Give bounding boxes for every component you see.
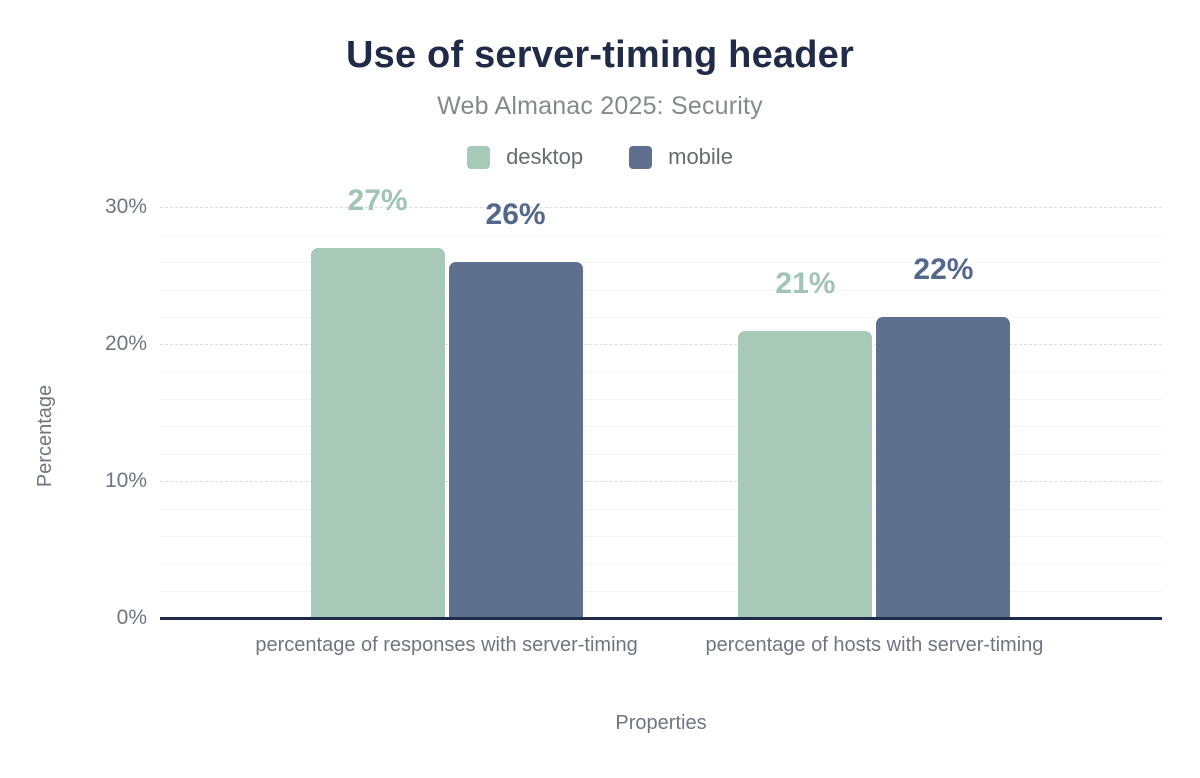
value-label-mobile-2: 22% — [913, 252, 974, 286]
legend-item-desktop[interactable]: desktop — [467, 144, 583, 170]
bar-desktop-1[interactable] — [310, 248, 445, 618]
minor-gridline-2 — [160, 590, 1162, 592]
plot-area: 0% 10% 20% 30% 27% 26% percentage of responses… — [105, 180, 1162, 656]
y-axis-title: Percentage — [34, 384, 56, 488]
legend-swatch-desktop — [467, 145, 491, 169]
legend: desktop mobile — [0, 142, 1200, 172]
chart-title: Use of server-timing header — [345, 34, 854, 76]
legend-swatch-mobile — [629, 145, 653, 169]
legend-label-mobile: mobile — [668, 144, 733, 169]
minor-gridline-26 — [160, 262, 1162, 264]
legend-item-mobile[interactable]: mobile — [629, 144, 733, 170]
value-label-desktop-2: 21% — [775, 266, 836, 300]
minor-gridline-4 — [160, 563, 1162, 565]
major-gridline-30 — [160, 207, 1162, 209]
minor-gridline-24 — [160, 289, 1162, 291]
bar-mobile-1[interactable] — [448, 262, 583, 618]
y-tick-10: 10% — [104, 469, 147, 493]
chart-subtitle: Web Almanac 2025: Security — [437, 92, 763, 120]
minor-gridline-22 — [160, 316, 1162, 318]
y-tick-30: 30% — [104, 195, 147, 219]
x-category-label-1: percentage of responses with server-timi… — [255, 634, 638, 656]
y-tick-0: 0% — [116, 606, 147, 629]
bar-mobile-2[interactable] — [876, 316, 1011, 618]
value-label-desktop-1: 27% — [347, 184, 408, 218]
legend-label-desktop: desktop — [506, 144, 584, 169]
x-category-label-2: percentage of hosts with server-timing — [705, 634, 1044, 656]
minor-gridline-14 — [160, 426, 1162, 428]
minor-gridline-8 — [160, 508, 1162, 510]
minor-gridline-28 — [160, 234, 1162, 236]
minor-gridline-6 — [160, 535, 1162, 537]
x-axis-title: Properties — [615, 712, 707, 734]
major-gridline-10 — [160, 481, 1162, 483]
x-axis-line — [160, 617, 1162, 620]
minor-gridline-18 — [160, 371, 1162, 373]
minor-gridline-12 — [160, 453, 1162, 455]
value-label-mobile-1: 26% — [485, 198, 546, 232]
bar-desktop-2[interactable] — [738, 330, 873, 618]
y-tick-20: 20% — [104, 332, 147, 356]
major-gridline-20 — [160, 344, 1162, 346]
minor-gridline-16 — [160, 399, 1162, 400]
